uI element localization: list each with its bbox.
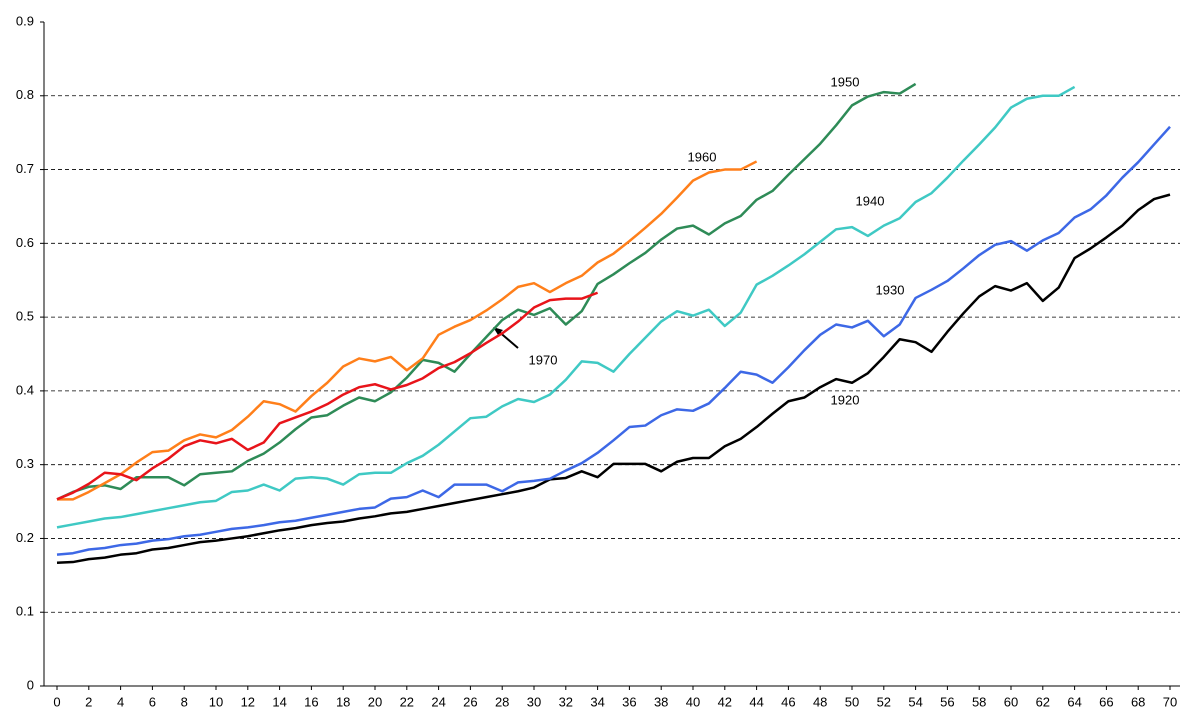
x-tick-label: 18	[336, 694, 350, 709]
series-label: 1960	[688, 149, 717, 164]
y-tick-label: 0.7	[16, 161, 34, 176]
series-label: 1970	[529, 352, 558, 367]
x-tick-label: 58	[972, 694, 986, 709]
series-line	[56, 291, 599, 501]
x-tick-label: 60	[1004, 694, 1018, 709]
x-tick-label: 56	[940, 694, 954, 709]
series-label: 1920	[831, 392, 860, 407]
x-tick-label: 2	[85, 694, 92, 709]
y-tick-label: 0.4	[16, 382, 34, 397]
series-label: 1950	[831, 74, 860, 89]
x-tick-label: 40	[686, 694, 700, 709]
y-tick-label: 0.9	[16, 13, 34, 28]
y-tick-label: 0.6	[16, 235, 34, 250]
y-tick-label: 0	[27, 677, 34, 692]
y-tick-label: 0.8	[16, 87, 34, 102]
x-tick-label: 28	[495, 694, 509, 709]
y-tick-label: 0.1	[16, 604, 34, 619]
x-tick-label: 22	[400, 694, 414, 709]
x-tick-label: 16	[304, 694, 318, 709]
x-tick-label: 26	[463, 694, 477, 709]
x-tick-label: 24	[431, 694, 445, 709]
x-tick-label: 50	[845, 694, 859, 709]
y-tick-label: 0.2	[16, 530, 34, 545]
series-line	[56, 85, 1076, 529]
series-line	[56, 193, 1171, 565]
x-tick-label: 32	[559, 694, 573, 709]
x-tick-label: 38	[654, 694, 668, 709]
series-label: 1930	[876, 282, 905, 297]
x-tick-label: 12	[241, 694, 255, 709]
y-tick-label: 0.5	[16, 309, 34, 324]
x-tick-label: 62	[1036, 694, 1050, 709]
x-tick-label: 68	[1131, 694, 1145, 709]
x-tick-label: 46	[781, 694, 795, 709]
x-tick-label: 54	[908, 694, 922, 709]
x-tick-label: 42	[718, 694, 732, 709]
x-tick-label: 30	[527, 694, 541, 709]
x-tick-label: 64	[1067, 694, 1081, 709]
x-tick-label: 6	[149, 694, 156, 709]
x-tick-label: 52	[877, 694, 891, 709]
x-tick-label: 10	[209, 694, 223, 709]
series-line	[57, 160, 758, 501]
x-tick-label: 8	[181, 694, 188, 709]
x-tick-label: 34	[590, 694, 604, 709]
x-tick-label: 48	[813, 694, 827, 709]
x-tick-label: 66	[1099, 694, 1113, 709]
series-line	[56, 125, 1171, 556]
x-tick-label: 70	[1163, 694, 1177, 709]
x-tick-label: 14	[272, 694, 286, 709]
series-label: 1940	[856, 193, 885, 208]
x-tick-label: 4	[117, 694, 124, 709]
series-line	[56, 82, 917, 501]
x-tick-label: 20	[368, 694, 382, 709]
y-tick-label: 0.3	[16, 456, 34, 471]
x-tick-label: 44	[749, 694, 763, 709]
x-tick-label: 36	[622, 694, 636, 709]
x-tick-label: 0	[53, 694, 60, 709]
